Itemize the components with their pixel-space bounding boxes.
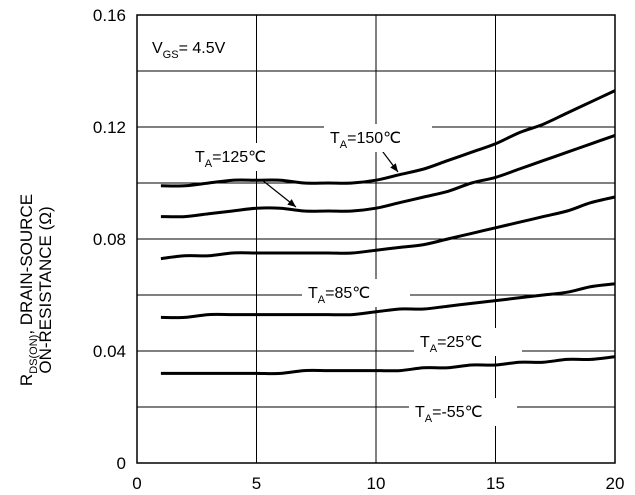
series-line — [160, 89, 616, 188]
label-background — [189, 143, 297, 171]
grid — [137, 15, 615, 463]
series-line — [160, 355, 616, 376]
y-tick-label: 0.16 — [93, 6, 126, 25]
series-label: TA=-55℃ — [415, 404, 483, 425]
y-tick-label: 0 — [117, 454, 126, 473]
series-label: TA=25℃ — [420, 334, 482, 355]
series-lines — [160, 89, 616, 376]
y-axis-label-line1: RDS(ON), DRAIN-SOURCE — [17, 194, 40, 386]
label-background — [302, 279, 410, 307]
label-background — [414, 328, 522, 356]
x-tick-label: 0 — [132, 474, 141, 493]
x-tick-label: 5 — [252, 474, 261, 493]
series-line — [160, 133, 616, 219]
x-tick-labels: 0 5 10 15 20 — [132, 474, 624, 493]
arrow-head — [287, 199, 296, 207]
x-tick-label: 10 — [367, 474, 386, 493]
y-tick-label: 0.08 — [93, 230, 126, 249]
label-background — [324, 124, 432, 152]
series-label: TA=85℃ — [308, 285, 370, 306]
condition-label: VGS= 4.5V — [152, 40, 226, 61]
y-tick-labels: 0 0.04 0.08 0.12 0.16 — [93, 6, 126, 473]
series-line — [160, 282, 616, 320]
series-label: TA=150℃ — [330, 130, 401, 151]
y-axis-label-line2: ON-RESISTANCE (Ω) — [36, 206, 55, 373]
label-background — [409, 398, 517, 426]
y-axis-label: RDS(ON), DRAIN-SOURCE ON-RESISTANCE (Ω) — [17, 194, 55, 386]
y-tick-label: 0.12 — [93, 118, 126, 137]
series-line — [160, 195, 616, 261]
x-tick-label: 20 — [606, 474, 625, 493]
annotation-arrows — [261, 147, 399, 208]
plot-frame — [136, 14, 616, 464]
arrow-head — [390, 163, 398, 172]
series-labels: TA=150℃ TA=125℃ TA=85℃ TA=25℃ TA=-55℃ — [189, 124, 522, 426]
series-label: TA=125℃ — [195, 149, 266, 170]
y-tick-label: 0.04 — [93, 342, 126, 361]
x-tick-label: 15 — [486, 474, 505, 493]
